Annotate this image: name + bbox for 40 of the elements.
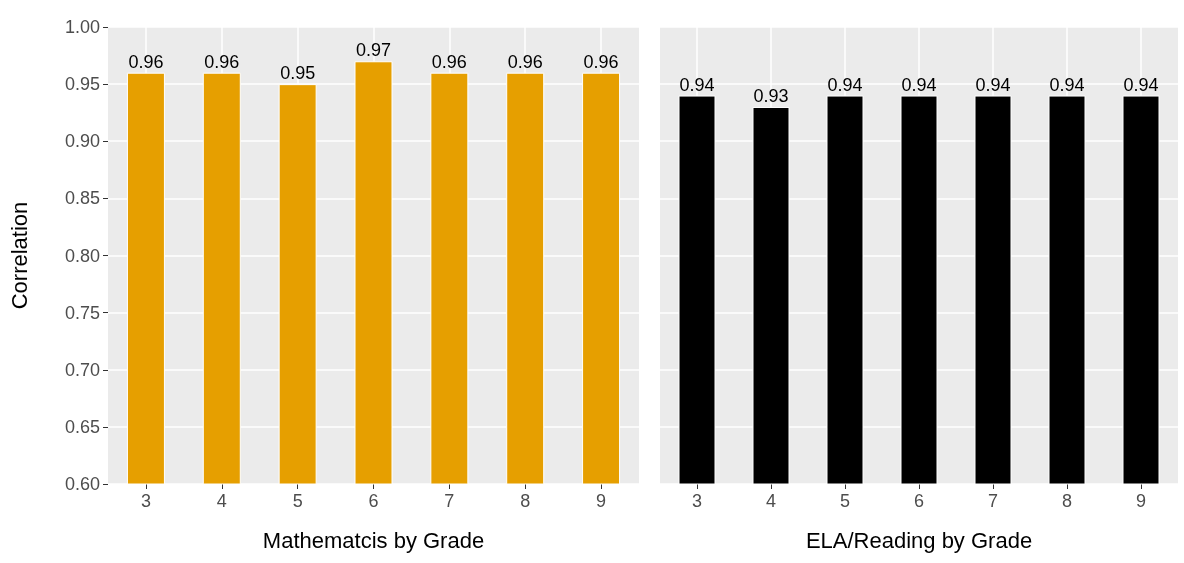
- x-axis-title: Mathematcis by Grade: [262, 527, 485, 553]
- y-tick-label: 0.60: [64, 474, 100, 494]
- x-tick-label: 9: [1135, 491, 1147, 511]
- data-label: 0.94: [679, 74, 715, 95]
- y-tick-label: 0.95: [64, 74, 100, 95]
- data-label: 0.94: [1049, 74, 1085, 95]
- x-tick-label: 3: [140, 491, 151, 511]
- y-tick-label: 0.75: [64, 302, 100, 323]
- data-label: 0.94: [901, 74, 937, 95]
- data-label: 0.97: [355, 40, 392, 61]
- x-tick-label: 6: [368, 491, 379, 511]
- x-tick-label: 8: [1061, 491, 1073, 511]
- data-label: 0.94: [827, 74, 863, 95]
- data-label: 0.96: [507, 51, 543, 72]
- x-axis-title: ELA/Reading by Grade: [805, 527, 1033, 553]
- data-label: 0.96: [583, 51, 619, 72]
- x-tick-label: 6: [913, 491, 925, 511]
- x-tick-label: 9: [596, 491, 607, 511]
- data-label: 0.94: [975, 74, 1011, 95]
- data-label: 0.96: [128, 51, 164, 72]
- y-axis-title: Correlation: [6, 201, 32, 310]
- x-tick-label: 5: [292, 491, 303, 511]
- data-label: 0.94: [1123, 74, 1159, 95]
- x-tick-label: 8: [520, 491, 531, 511]
- data-label: 0.96: [431, 51, 467, 72]
- y-tick-label: 0.90: [64, 131, 100, 152]
- data-label: 0.96: [204, 51, 240, 72]
- x-tick-label: 3: [691, 491, 703, 511]
- y-tick-label: 0.85: [64, 188, 100, 209]
- y-tick-label: 0.70: [64, 359, 100, 380]
- data-label: 0.95: [280, 63, 316, 84]
- y-tick-label: 1.00: [64, 17, 100, 37]
- x-tick-label: 4: [765, 491, 777, 511]
- x-tick-label: 5: [839, 491, 851, 511]
- x-tick-label: 7: [444, 491, 455, 511]
- y-tick-label: 0.80: [64, 245, 100, 266]
- y-tick-label: 0.65: [64, 416, 100, 437]
- data-label: 0.93: [753, 85, 789, 106]
- x-tick-label: 4: [216, 491, 227, 511]
- x-tick-label: 7: [987, 491, 999, 511]
